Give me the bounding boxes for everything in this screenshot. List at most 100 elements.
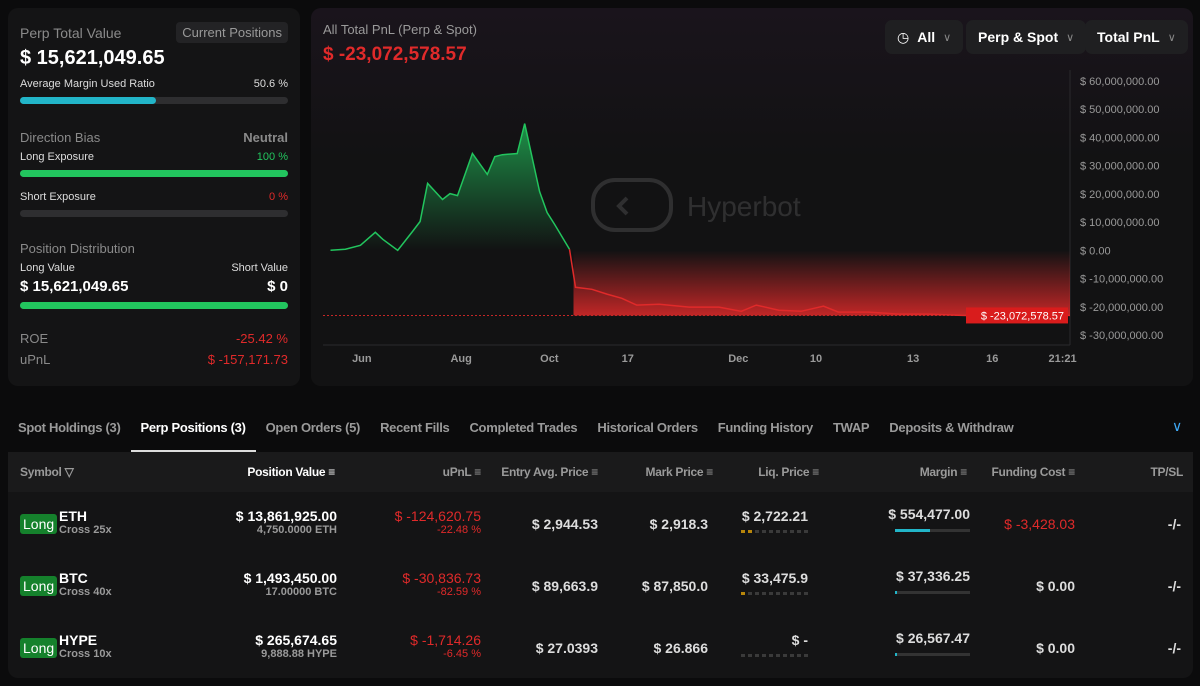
upnl-label: uPnL	[20, 352, 51, 367]
tpsl-cell[interactable]: -/-	[1167, 516, 1181, 532]
entry-price-cell: $ 89,663.9	[531, 578, 598, 594]
symbol-cell[interactable]: ETH Cross 25x	[59, 508, 112, 536]
position-size: 9,888.88 HYPE	[261, 648, 337, 660]
direction-bias-value: Neutral	[243, 130, 288, 145]
table-row[interactable]: Long BTC Cross 40x $ 1,493,450.00 17.00000…	[8, 554, 1193, 616]
side-badge: Long	[20, 638, 58, 658]
upnl-percent: -22.48 %	[436, 524, 481, 536]
side-badge: Long	[20, 514, 58, 534]
col-mark-price[interactable]: Mark Price ≡	[645, 465, 714, 479]
current-value-label: $ -23,072,578.57	[981, 310, 1064, 322]
symbol-cell[interactable]: BTC Cross 40x	[59, 570, 112, 598]
upnl-value: $ -30,836.73	[402, 570, 481, 586]
upnl-value: $ -157,171.73	[207, 352, 288, 367]
svg-text:Hyperbot: Hyperbot	[687, 191, 801, 222]
y-tick-label: $ 50,000,000.00	[1080, 104, 1160, 116]
position-size: 17.00000 BTC	[265, 586, 337, 598]
metric-value: Total PnL	[1097, 29, 1160, 45]
tab-0[interactable]: Spot Holdings (3)	[18, 420, 121, 435]
col-symbol[interactable]: Symbol ▽	[20, 465, 74, 479]
table-row[interactable]: Long ETH Cross 25x $ 13,861,925.00 4,750.0…	[8, 492, 1193, 554]
tab-5[interactable]: Historical Orders	[597, 420, 698, 435]
positive-area	[330, 123, 570, 251]
symbol-cell[interactable]: HYPE Cross 10x	[59, 632, 112, 660]
table-row[interactable]: Long HYPE Cross 10x $ 265,674.65 9,888.88 …	[8, 616, 1193, 678]
tab-7[interactable]: TWAP	[832, 420, 870, 435]
long-value-label: Long Value	[20, 262, 75, 274]
range-dropdown[interactable]: ◷ All ∨	[885, 20, 964, 54]
position-value-cell: $ 1,493,450.00 17.00000 BTC	[244, 570, 337, 598]
y-tick-label: $ 30,000,000.00	[1080, 161, 1160, 173]
margin-bar	[895, 653, 970, 656]
perp-total-value: $ 15,621,049.65	[20, 47, 165, 69]
pnl-chart[interactable]: Hyperbot $ 60,000,000.00 $ 50,000,000.00 $…	[311, 8, 1193, 386]
negative-area	[573, 250, 1070, 316]
scope-dropdown[interactable]: Perp & Spot ∨	[966, 20, 1087, 54]
long-exposure-bar	[20, 170, 288, 177]
position-value: $ 1,493,450.00	[243, 570, 337, 586]
margin-ratio-value: 50.6 %	[253, 78, 288, 90]
roe-label: ROE	[20, 331, 49, 346]
negative-line	[568, 249, 1071, 317]
y-tick-label: $ 20,000,000.00	[1080, 189, 1160, 201]
x-tick-label: 13	[907, 353, 919, 365]
summary-card: Perp Total Value Current Positions $ 15,…	[8, 8, 300, 386]
chevron-down-icon: ∨	[943, 31, 952, 44]
direction-bias-label: Direction Bias	[20, 130, 101, 145]
margin-ratio-bar	[20, 97, 288, 104]
col-upnl[interactable]: uPnL ≡	[442, 465, 482, 479]
metric-dropdown[interactable]: Total PnL ∨	[1085, 20, 1188, 54]
col-entry-price[interactable]: Entry Avg. Price ≡	[501, 465, 598, 479]
upnl-cell: $ -30,836.73 -82.59 %	[402, 570, 481, 598]
funding-cost-cell: $ -3,428.03	[1004, 516, 1075, 532]
x-tick-label: Aug	[450, 353, 471, 365]
sort-icon: ≡	[706, 465, 713, 479]
tab-4[interactable]: Completed Trades	[469, 420, 578, 435]
tpsl-cell[interactable]: -/-	[1167, 640, 1181, 656]
entry-price-cell: $ 27.0393	[535, 640, 598, 656]
tab-1[interactable]: Perp Positions (3)	[130, 408, 256, 452]
short-exposure-label: Short Exposure	[20, 191, 96, 203]
col-liq-price[interactable]: Liq. Price ≡	[758, 465, 819, 479]
symbol: BTC	[59, 570, 88, 586]
margin-mode: Cross 10x	[59, 648, 112, 660]
liq-price: $ 33,475.9	[741, 570, 808, 586]
range-value: All	[917, 29, 936, 45]
tabs-expand-icon[interactable]: ∨	[1172, 418, 1183, 434]
col-funding-cost[interactable]: Funding Cost ≡	[991, 465, 1076, 479]
entry-price-cell: $ 2,944.53	[531, 516, 598, 532]
y-tick-label: $ -30,000,000.00	[1080, 330, 1163, 342]
y-tick-label: $ 10,000,000.00	[1080, 217, 1160, 229]
margin-value: $ 37,336.25	[896, 568, 970, 584]
scope-value: Perp & Spot	[978, 29, 1059, 45]
y-tick-label: $ 0.00	[1080, 245, 1111, 257]
tpsl-cell[interactable]: -/-	[1167, 578, 1181, 594]
liq-price: $ 2,722.21	[741, 508, 808, 524]
tab-6[interactable]: Funding History	[717, 420, 813, 435]
short-value-label: Short Value	[231, 262, 288, 274]
current-positions-button[interactable]: Current Positions	[176, 22, 288, 43]
x-tick-label: Dec	[728, 353, 748, 365]
sort-icon: ≡	[1068, 465, 1075, 479]
y-tick-label: $ 40,000,000.00	[1080, 132, 1160, 144]
col-margin[interactable]: Margin ≡	[919, 465, 968, 479]
positions-table: Symbol ▽ Position Value ≡ uPnL ≡ Entry A…	[8, 452, 1193, 678]
long-exposure-label: Long Exposure	[20, 151, 94, 163]
mark-price-cell: $ 26.866	[653, 640, 709, 656]
col-position-value[interactable]: Position Value ≡	[247, 465, 335, 479]
y-tick-label: $ -20,000,000.00	[1080, 302, 1163, 314]
position-size: 4,750.0000 ETH	[256, 524, 337, 536]
distribution-bar	[20, 302, 288, 309]
margin-cell: $ 554,477.00	[888, 506, 970, 532]
margin-cell: $ 37,336.25	[895, 568, 970, 594]
position-value-cell: $ 13,861,925.00 4,750.0000 ETH	[236, 508, 337, 536]
x-tick-label: Oct	[540, 353, 559, 365]
tab-3[interactable]: Recent Fills	[380, 420, 450, 435]
tab-8[interactable]: Deposits & Withdraw	[889, 420, 1014, 435]
liq-price-cell: $ 33,475.9	[741, 570, 808, 595]
positive-line	[330, 123, 571, 252]
position-value-cell: $ 265,674.65 9,888.88 HYPE	[255, 632, 337, 660]
sort-icon: ≡	[591, 465, 598, 479]
tab-2[interactable]: Open Orders (5)	[265, 420, 361, 435]
symbol: ETH	[59, 508, 87, 524]
